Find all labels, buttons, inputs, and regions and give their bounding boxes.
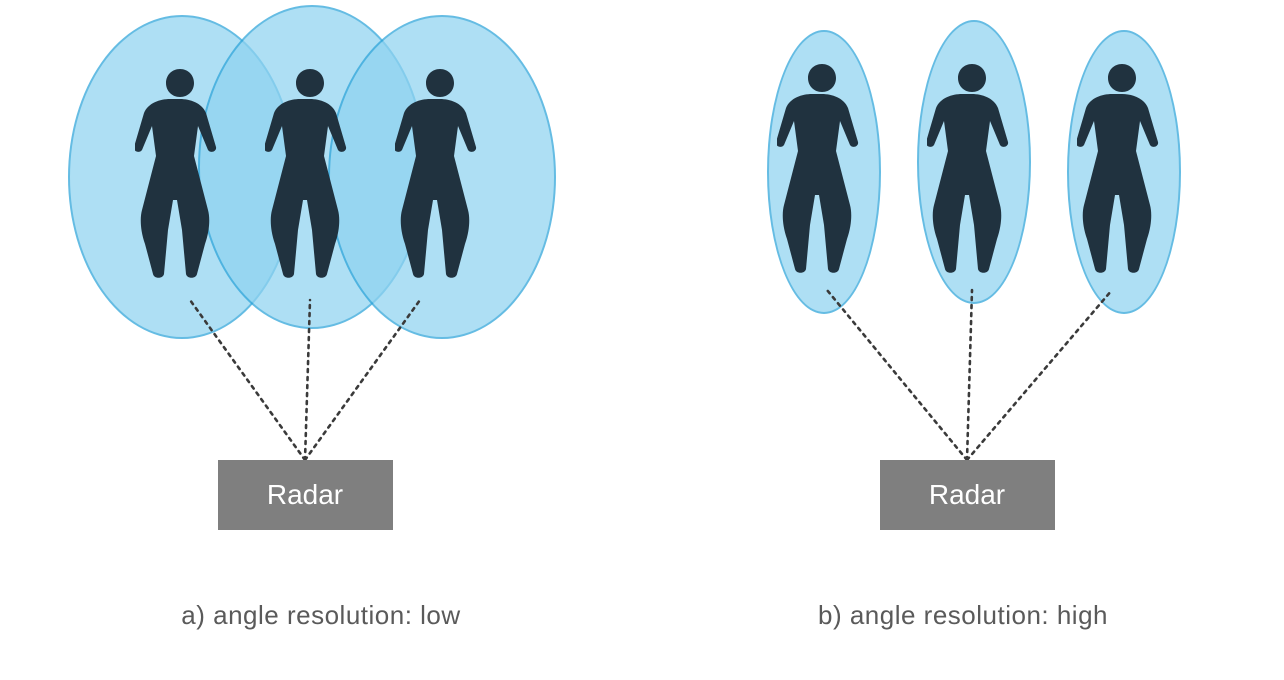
person-icon (777, 60, 867, 280)
caption-high: b) angle resolution: high (642, 600, 1284, 631)
person-icon (927, 60, 1017, 280)
person-icon (1077, 60, 1167, 280)
stage-high: Radar (642, 0, 1284, 560)
beam-high-1 (827, 290, 967, 460)
person-icon (395, 65, 485, 285)
radar-unit: Radar (880, 460, 1055, 530)
beam-high-3 (967, 290, 1112, 460)
caption-low: a) angle resolution: low (0, 600, 642, 631)
stage-low: Radar (0, 0, 642, 560)
radar-label: Radar (267, 479, 343, 511)
person-icon (135, 65, 225, 285)
person-icon (265, 65, 355, 285)
radar-label: Radar (929, 479, 1005, 511)
panel-low-resolution: Radar a) angle resolution: low (0, 0, 642, 680)
radar-unit: Radar (218, 460, 393, 530)
panel-high-resolution: Radar b) angle resolution: high (642, 0, 1284, 680)
beam-high-2 (967, 290, 972, 460)
